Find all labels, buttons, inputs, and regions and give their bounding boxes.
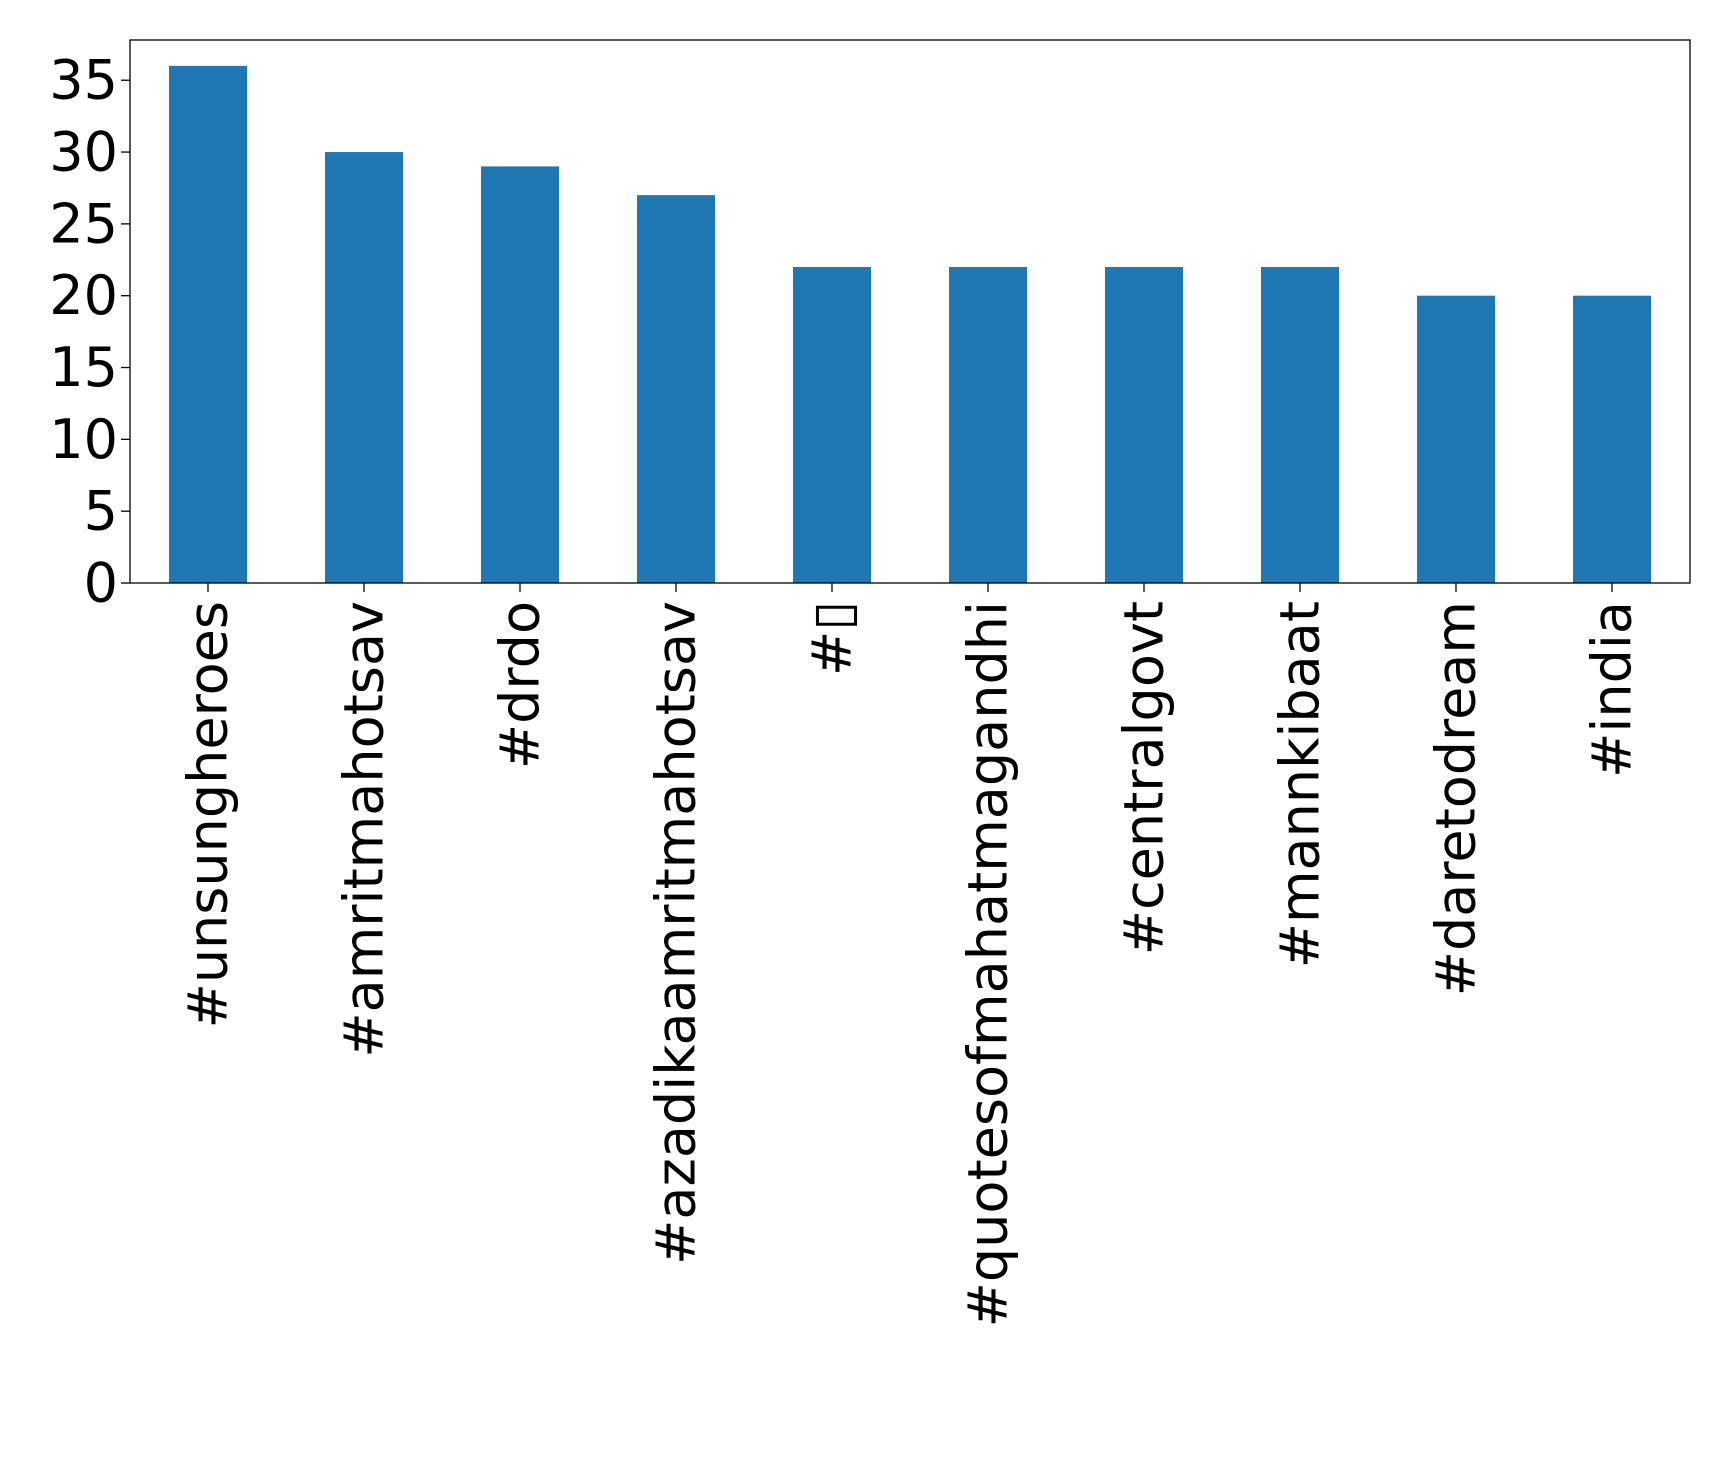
bar-2 [481,166,559,583]
bars-layer [169,65,1651,584]
x-tick-label: #mannkibaat [1269,601,1332,968]
bar-7 [1261,266,1339,583]
bar-9 [1573,295,1651,583]
x-tick-label: #quotesofmahatmagandhi [957,601,1020,1327]
x-tick-label: #amritmahotsav [333,601,396,1058]
bar-5 [949,266,1027,583]
x-tick-label: #centralgovt [1113,601,1176,955]
y-tick-label: 25 [49,192,118,255]
y-tick-label: 30 [49,121,118,184]
plot-frame [129,39,1691,584]
x-tick-label: #unsungheroes [177,601,240,1028]
x-tick-label: #drdo [489,601,552,769]
x-axis: #unsungheroes #amritmahotsav #drdo #azadika… [177,583,1644,1327]
bar-4 [793,266,871,583]
x-tick-label: #azadikaamritmahotsav [645,601,708,1265]
y-tick-label: 5 [84,480,118,543]
bar-1 [325,152,403,584]
bar-3 [637,195,715,583]
y-tick-label: 20 [49,264,118,327]
y-tick-label: 10 [49,408,118,471]
bar-6 [1105,266,1183,583]
y-tick-label: 15 [49,336,118,399]
y-axis: 0 5 10 15 20 25 30 35 [49,49,130,615]
y-tick-label: 0 [84,552,118,615]
x-tick-label: #daretodream [1425,601,1488,996]
y-tick-label: 35 [49,49,118,112]
bar-8 [1417,295,1495,583]
bar-0 [169,65,247,584]
x-tick-label: #▯ [801,601,864,676]
x-tick-label: #india [1581,601,1644,778]
